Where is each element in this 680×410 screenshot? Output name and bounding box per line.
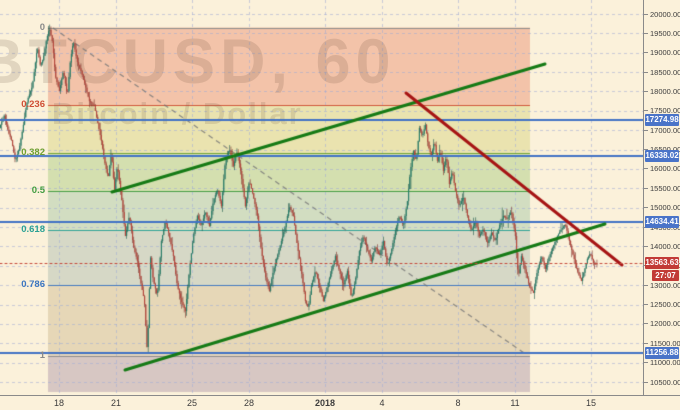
price-axis-tick <box>644 110 648 112</box>
bar-countdown-badge: 27:07 <box>652 270 679 282</box>
price-axis-tick <box>644 129 648 131</box>
time-axis-label-21: 21 <box>110 398 122 408</box>
price-axis-tick <box>644 304 648 306</box>
price-axis-tick <box>644 245 648 247</box>
price-axis[interactable]: 13563.63 27:07 20000.00 19500.00 19000.00 1… <box>643 0 680 395</box>
price-axis-tick <box>644 284 648 286</box>
time-axis-label-11: 11 <box>510 398 520 408</box>
price-axis-label: 18000.00 <box>650 86 680 96</box>
price-axis-label: 15500.00 <box>650 183 680 193</box>
price-axis-tick <box>644 323 648 325</box>
price-axis-label: 19000.00 <box>650 48 680 58</box>
price-axis-tick <box>644 362 648 364</box>
price-axis-tick <box>644 149 648 151</box>
price-axis-label: 12500.00 <box>650 300 680 310</box>
horizontal-line-price-badge[interactable]: 16338.02 <box>645 149 679 162</box>
price-axis-label: 16500.00 <box>650 145 680 154</box>
price-axis-label: 11500.00 <box>650 338 680 348</box>
price-axis-label: 12000.00 <box>650 319 680 329</box>
time-axis-label-2018: 2018 <box>314 398 336 408</box>
horizontal-line-price-badge[interactable]: 11256.88 <box>645 346 679 359</box>
price-axis-label: 15000.00 <box>650 203 680 213</box>
horizontal-line-price-badge[interactable]: 17274.98 <box>645 113 679 126</box>
time-axis-label-15: 15 <box>585 398 597 408</box>
price-axis-tick <box>644 187 648 189</box>
price-axis-tick <box>644 71 648 73</box>
price-axis-label: 19500.00 <box>650 28 680 38</box>
price-axis-tick <box>644 381 648 383</box>
last-price-badge[interactable]: 13563.63 <box>645 256 679 269</box>
price-axis-tick <box>644 52 648 54</box>
price-axis-tick <box>644 13 648 15</box>
price-axis-tick <box>644 207 648 209</box>
time-axis-label-25: 25 <box>186 398 198 408</box>
time-axis-label-18: 18 <box>53 398 65 408</box>
price-axis-tick <box>644 32 648 34</box>
time-axis[interactable]: 18 21 25 28 2018 4 8 11 15 <box>0 395 680 410</box>
price-axis-tick <box>644 342 648 344</box>
price-axis-label: 14000.00 <box>650 241 680 251</box>
price-axis-label: 20000.00 <box>650 9 680 19</box>
price-axis-label: 13000.00 <box>650 280 680 290</box>
price-axis-label: 11000.00 <box>650 358 680 368</box>
price-chart-canvas[interactable] <box>0 0 643 395</box>
price-axis-tick <box>644 90 648 92</box>
price-axis-label: 17000.00 <box>650 125 680 135</box>
time-axis-label-28: 28 <box>243 398 255 408</box>
price-axis-label: 16000.00 <box>650 164 680 174</box>
horizontal-line-price-badge[interactable]: 14634.41 <box>645 215 679 228</box>
time-axis-label-8: 8 <box>455 398 461 408</box>
time-axis-label-4: 4 <box>379 398 385 408</box>
price-axis-label: 10500.00 <box>650 377 680 387</box>
price-axis-label: 18500.00 <box>650 67 680 77</box>
price-axis-tick <box>644 168 648 170</box>
price-axis-label: 17500.00 <box>650 106 680 116</box>
